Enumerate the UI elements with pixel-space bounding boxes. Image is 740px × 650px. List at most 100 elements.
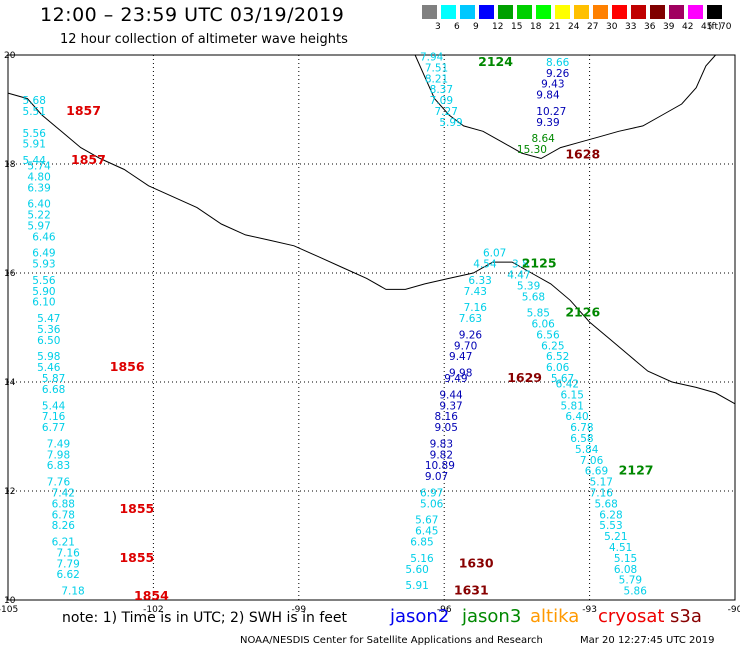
wave-height-label: 8.64 [531, 133, 555, 145]
satellite-altika: altika [530, 606, 580, 627]
y-tick-label: 12 [4, 487, 15, 497]
legend-swatch [612, 5, 627, 19]
wave-height-label: 6.68 [42, 384, 65, 396]
legend-label: 3 [435, 22, 441, 32]
wave-height-label: 5.79 [619, 575, 642, 587]
track-number: 1630 [459, 555, 494, 570]
x-tick-label: -93 [582, 605, 597, 615]
legend-swatch [631, 5, 646, 19]
wave-height-label: 5.44 [23, 155, 47, 167]
gulf-coastline [414, 54, 716, 160]
wave-height-label: 6.28 [599, 509, 622, 521]
wave-height-label: 5.46 [37, 362, 61, 374]
x-tick-label: -102 [143, 605, 163, 615]
wave-height-label: 15.30 [517, 144, 547, 156]
wave-height-label: 5.84 [575, 444, 599, 456]
wave-height-label: 7.43 [464, 286, 487, 298]
track-number: 2127 [619, 463, 654, 478]
wave-height-label: 6.77 [42, 422, 65, 434]
legend-label: 42 [682, 22, 694, 32]
wave-height-label: 5.67 [551, 373, 574, 385]
wave-height-label: 9.05 [435, 422, 458, 434]
wave-height-label: 7.94 [420, 51, 444, 63]
x-tick-label: -99 [291, 605, 306, 615]
wave-height-label: 9.83 [430, 438, 453, 450]
wave-height-label: 5.53 [599, 520, 622, 532]
wave-height-label: 7.18 [61, 586, 84, 598]
wave-height-label: 6.10 [32, 297, 55, 309]
wave-height-label: 9.84 [536, 90, 560, 102]
wave-height-label: 5.39 [517, 280, 540, 292]
wave-height-label: 7.42 [52, 487, 75, 499]
wave-height-label: 9.47 [449, 351, 472, 363]
axis-ticks: -105 -102 -99 -96 -93 -90 10 12 14 16 18 20 [0, 51, 740, 615]
legend-swatch [555, 5, 570, 19]
wave-height-label: 5.16 [410, 553, 434, 565]
legend-swatch [669, 5, 684, 19]
track-number: 2124 [478, 54, 513, 69]
wave-height-label: 6.85 [410, 537, 433, 549]
wave-height-label: 6.97 [420, 487, 443, 499]
wave-height-label: 9.26 [546, 68, 570, 80]
wave-height-label: 8.21 [425, 73, 448, 85]
wave-height-label: 4.47 [507, 269, 530, 281]
wave-height-label: 5.15 [614, 553, 637, 565]
legend-label: 18 [530, 22, 542, 32]
wave-height-label: 7.16 [42, 411, 66, 423]
wave-height-label: 6.08 [614, 564, 637, 576]
page-subtitle: 12 hour collection of altimeter wave hei… [60, 32, 348, 47]
generated-timestamp: Mar 20 12:27:45 UTC 2019 [580, 635, 715, 646]
wave-height-label: 7.16 [56, 547, 80, 559]
wave-height-label: 9.44 [439, 389, 463, 401]
track-number: 1628 [565, 147, 600, 162]
legend-label: 15 [511, 22, 523, 32]
satellite-jason2: jason2 [390, 606, 450, 627]
wave-height-label: 6.46 [32, 231, 56, 243]
y-tick-label: 16 [4, 269, 16, 279]
wave-height-label: 9.70 [454, 340, 477, 352]
wave-height-label: 5.68 [522, 291, 545, 303]
legend-swatch [574, 5, 589, 19]
wave-height-label: 5.51 [23, 106, 46, 118]
wave-height-label: 6.40 [27, 199, 50, 211]
wave-height-label: 7.06 [580, 455, 604, 467]
wave-height-label: 9.98 [449, 368, 472, 380]
wave-height-label: 9.43 [541, 79, 564, 91]
legend-label: 36 [644, 22, 656, 32]
wave-height-label: 7.51 [425, 62, 448, 74]
satellite-s3a: s3a [670, 606, 702, 627]
wave-height-label: 7.76 [47, 477, 71, 489]
legend-label: 45 [701, 22, 713, 32]
wave-height-label: 7.79 [56, 558, 79, 570]
wave-height-label: 5.36 [37, 324, 61, 336]
wave-height-label: 5.99 [439, 117, 462, 129]
wave-height-label: 5.06 [420, 498, 444, 510]
wave-height-label: 5.60 [405, 564, 428, 576]
wave-height-label: 10.89 [425, 460, 455, 472]
wave-height-label: 9.07 [425, 471, 448, 483]
wave-height-label: 7.98 [47, 449, 70, 461]
units-note: note: 1) Time is in UTC; 2) SWH is in fe… [62, 610, 348, 626]
wave-height-label: 5.97 [27, 220, 50, 232]
track-number: 1857 [71, 152, 106, 167]
legend-label: 33 [625, 22, 637, 32]
wave-height-label: 7.16 [590, 487, 614, 499]
wave-height-label: 7.49 [47, 438, 70, 450]
wave-height-label: 6.83 [47, 460, 70, 472]
wave-height-label: 9.37 [439, 400, 462, 412]
wave-height-label: 9.39 [536, 117, 559, 129]
track-number: 2125 [522, 256, 557, 271]
legend-label: 6 [454, 22, 460, 32]
legend-swatch [498, 5, 513, 19]
wave-height-label: 8.26 [52, 520, 76, 532]
wave-height-label: 5.67 [415, 515, 438, 527]
wave-height-label: 6.49 [32, 248, 55, 260]
y-tick-label: 18 [4, 160, 16, 170]
legend-label: 27 [587, 22, 599, 32]
page-title: 12:00 – 23:59 UTC 03/19/2019 [40, 4, 345, 26]
x-tick-label: -90 [728, 605, 740, 615]
track-number: 1855 [119, 550, 154, 565]
legend-unit: (ft) [708, 22, 722, 32]
grid-lines [8, 55, 735, 600]
